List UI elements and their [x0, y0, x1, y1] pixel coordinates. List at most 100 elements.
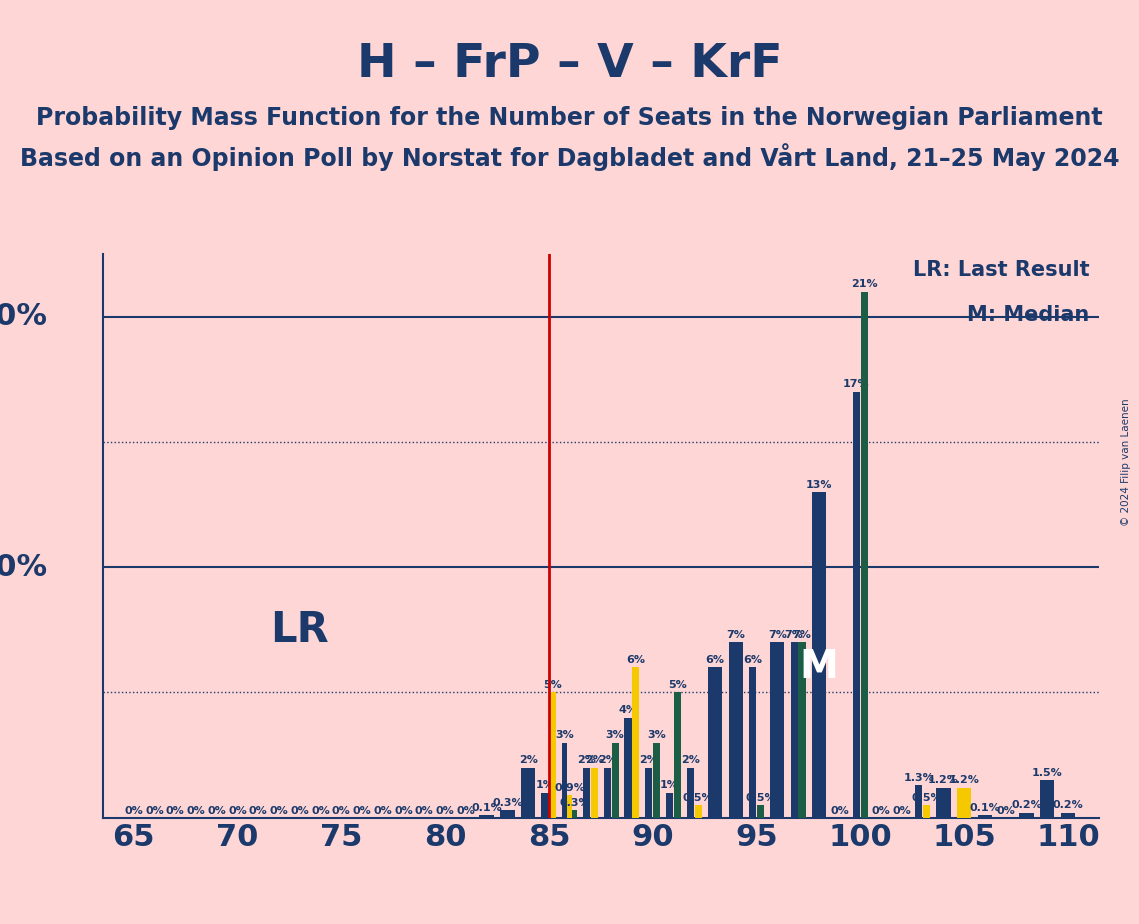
Text: 1.2%: 1.2% [949, 775, 980, 785]
Text: 7%: 7% [793, 630, 811, 640]
Text: 0%: 0% [997, 807, 1015, 817]
Text: 0%: 0% [436, 807, 454, 817]
Text: 1.5%: 1.5% [1032, 768, 1063, 778]
Text: 0.5%: 0.5% [911, 793, 942, 803]
Text: 3%: 3% [647, 730, 666, 740]
Text: 0.9%: 0.9% [555, 783, 585, 793]
Bar [707, 667, 722, 818]
Text: M: Median: M: Median [967, 305, 1089, 325]
Text: 1%: 1% [535, 780, 555, 790]
Text: 2%: 2% [639, 755, 658, 765]
Bar [770, 642, 785, 818]
Text: 20%: 20% [0, 302, 48, 331]
Text: 6%: 6% [743, 655, 762, 665]
Text: 0%: 0% [187, 807, 205, 817]
Bar [923, 805, 931, 818]
Text: 0.1%: 0.1% [472, 803, 502, 813]
Text: 2%: 2% [585, 755, 604, 765]
Bar [521, 768, 535, 818]
Text: Probability Mass Function for the Number of Seats in the Norwegian Parliament: Probability Mass Function for the Number… [36, 106, 1103, 130]
Bar [653, 743, 661, 818]
Text: 21%: 21% [851, 279, 877, 289]
Bar [853, 392, 860, 818]
Text: 0%: 0% [331, 807, 351, 817]
Bar [957, 787, 972, 818]
Bar [573, 810, 577, 818]
Text: 2%: 2% [598, 755, 616, 765]
Bar [798, 642, 805, 818]
Bar [591, 768, 598, 818]
Text: 3%: 3% [606, 730, 624, 740]
Text: 0%: 0% [290, 807, 309, 817]
Bar [583, 768, 590, 818]
Text: 0.2%: 0.2% [1052, 800, 1083, 810]
Bar [604, 768, 611, 818]
Text: M: M [800, 649, 838, 687]
Text: LR: LR [270, 609, 329, 650]
Text: 0%: 0% [228, 807, 247, 817]
Text: 0%: 0% [124, 807, 144, 817]
Text: 7%: 7% [785, 630, 804, 640]
Bar [695, 805, 702, 818]
Bar [624, 718, 632, 818]
Text: 0.1%: 0.1% [969, 803, 1000, 813]
Text: 4%: 4% [618, 705, 638, 715]
Text: 0%: 0% [353, 807, 371, 817]
Text: 7%: 7% [768, 630, 787, 640]
Bar [563, 743, 567, 818]
Text: 13%: 13% [805, 480, 833, 490]
Text: LR: Last Result: LR: Last Result [912, 260, 1089, 280]
Bar [687, 768, 694, 818]
Bar [541, 793, 549, 818]
Bar [646, 768, 653, 818]
Text: © 2024 Filip van Laenen: © 2024 Filip van Laenen [1121, 398, 1131, 526]
Text: 0.3%: 0.3% [559, 797, 590, 808]
Bar [812, 492, 826, 818]
Bar [612, 743, 618, 818]
Text: 2%: 2% [518, 755, 538, 765]
Bar [749, 667, 756, 818]
Bar [861, 292, 868, 818]
Bar [666, 793, 673, 818]
Text: 3%: 3% [555, 730, 574, 740]
Bar [915, 785, 923, 818]
Text: 0.5%: 0.5% [683, 793, 713, 803]
Bar [549, 692, 556, 818]
Text: 2%: 2% [577, 755, 596, 765]
Bar [977, 815, 992, 818]
Text: 7%: 7% [727, 630, 745, 640]
Bar [1060, 813, 1075, 818]
Text: 0%: 0% [394, 807, 413, 817]
Text: 2%: 2% [681, 755, 699, 765]
Text: 0%: 0% [415, 807, 434, 817]
Text: H – FrP – V – KrF: H – FrP – V – KrF [357, 42, 782, 87]
Text: 0%: 0% [871, 807, 891, 817]
Bar [674, 692, 681, 818]
Text: 0%: 0% [893, 807, 911, 817]
Bar [1040, 780, 1055, 818]
Text: 6%: 6% [705, 655, 724, 665]
Text: 0%: 0% [207, 807, 226, 817]
Bar [756, 805, 764, 818]
Bar [632, 667, 639, 818]
Text: 0%: 0% [166, 807, 185, 817]
Text: 5%: 5% [667, 680, 687, 690]
Text: 0%: 0% [457, 807, 475, 817]
Text: 5%: 5% [543, 680, 563, 690]
Text: 10%: 10% [0, 553, 48, 582]
Text: 1.3%: 1.3% [903, 772, 934, 783]
Bar [1019, 813, 1033, 818]
Bar [729, 642, 743, 818]
Text: 0.5%: 0.5% [745, 793, 776, 803]
Text: 0%: 0% [830, 807, 849, 817]
Text: 0.2%: 0.2% [1011, 800, 1042, 810]
Text: 0%: 0% [270, 807, 288, 817]
Text: 1.2%: 1.2% [928, 775, 959, 785]
Bar [500, 810, 515, 818]
Text: 0%: 0% [311, 807, 330, 817]
Bar [480, 815, 494, 818]
Bar [567, 796, 572, 818]
Text: 0%: 0% [248, 807, 268, 817]
Text: 1%: 1% [661, 780, 679, 790]
Bar [936, 787, 951, 818]
